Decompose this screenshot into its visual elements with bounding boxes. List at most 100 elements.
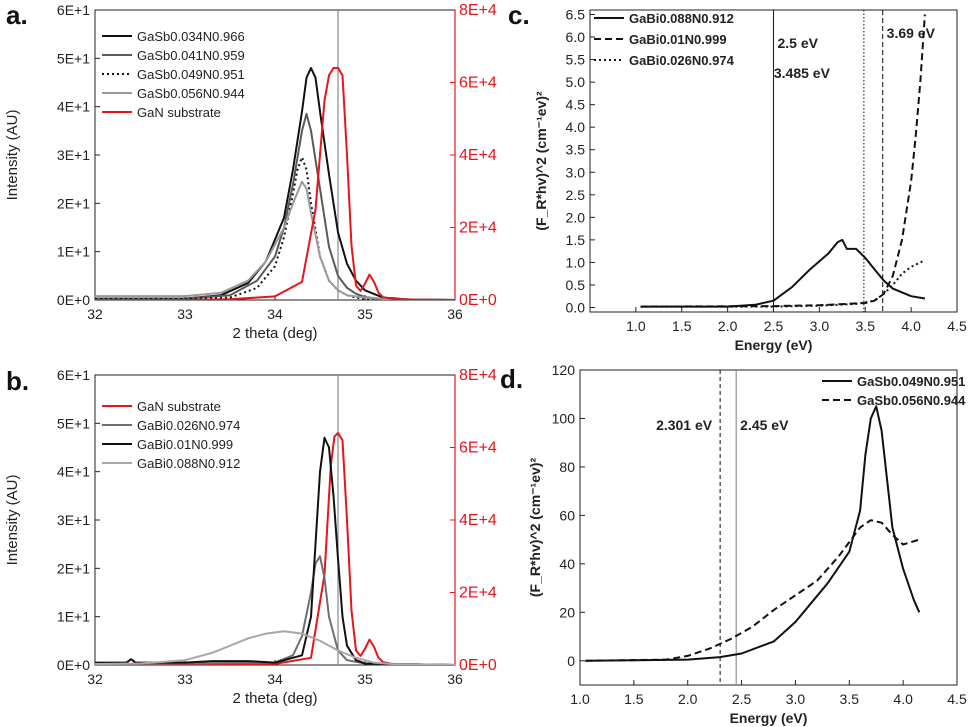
legend-entry: GaN substrate (137, 399, 221, 414)
annotation-label: 2.45 eV (740, 417, 789, 433)
y-tick-label: 1E+1 (57, 609, 90, 625)
x-tick-label: 3.0 (810, 318, 830, 334)
y-tick-label: 0.0 (566, 299, 586, 315)
y-tick-label: 2E+1 (57, 560, 90, 576)
y-tick-label: 4E+1 (57, 464, 90, 480)
y-tick-label: 0E+0 (57, 657, 90, 673)
x-tick-label: 3.5 (840, 691, 860, 707)
y2-tick-label: 6E+4 (459, 75, 497, 92)
x-tick-label: 2.0 (678, 691, 698, 707)
x-tick-label: 33 (177, 671, 193, 687)
x-tick-label: 4.0 (901, 318, 921, 334)
x-tick-label: 1.5 (624, 691, 644, 707)
panel-c: c. 1.0 1.5 2.0 2.5 3.0 3.5 4.0 4.5 0.0 0.5 1.0 1.5 2.… (508, 0, 967, 353)
legend: GaBi0.088N0.912 GaBi0.01N0.999 GaBi0.026N0… (594, 11, 735, 68)
y-tick-label: 120 (552, 362, 576, 378)
series-line-GaBi0.01N0.999 (95, 436, 455, 665)
x-tick-label: 4.0 (893, 691, 913, 707)
series-line-GaN substrate (95, 67, 455, 300)
series-line-GaSb0.056N0.944 (95, 180, 455, 300)
y-tick-label: 3E+1 (57, 512, 90, 528)
panel-letter: c. (508, 0, 530, 30)
legend-entry: GaBi0.088N0.912 (629, 11, 734, 26)
x-axis-label: Energy (eV) (735, 337, 813, 353)
y2-tick-label: 0E+0 (459, 657, 497, 674)
series-line-GaBi0.088N0.912 (95, 630, 455, 665)
legend-entry: GaSb0.034N0.966 (137, 29, 245, 44)
legend-entry: GaSb0.049N0.951 (857, 374, 965, 389)
x-tick-label: 3.5 (856, 318, 876, 334)
y2-tick-label: 8E+4 (459, 2, 497, 19)
y2-tick-label: 4E+4 (459, 147, 497, 164)
legend-entry: GaBi0.088N0.912 (137, 456, 240, 471)
x-axis-label: 2 theta (deg) (232, 690, 317, 707)
panel-d: d. 1.0 1.5 2.0 2.5 3.0 3.5 4.0 4.5 0 20 40 60 80 100 12… (500, 362, 967, 726)
y-tick-label: 1.5 (566, 232, 586, 248)
series-line-GaBi0.088N0.912 (640, 238, 926, 308)
y2-tick-label: 0E+0 (459, 292, 497, 309)
x-tick-label: 4.5 (947, 691, 967, 707)
y-axis-label: Intensity (AU) (4, 475, 21, 566)
y-tick-label: 6E+1 (57, 367, 90, 383)
panel-b: b.32 33 34 35 360E+01E+12E+13E+14E+15E+16E+1… (4, 366, 497, 707)
y-tick-label: 2.5 (566, 187, 586, 203)
legend-entry: GaSb0.056N0.944 (857, 393, 966, 408)
x-tick-label: 35 (357, 671, 373, 687)
x-tick-label: 36 (447, 671, 463, 687)
y-tick-label: 5E+1 (57, 50, 90, 66)
y-tick-label: 3.0 (566, 164, 586, 180)
series-line-GaBi0.026N0.974 (95, 555, 455, 665)
y2-tick-label: 4E+4 (459, 512, 497, 529)
series-line-GaSb0.034N0.966 (95, 67, 455, 300)
y-tick-label: 4.0 (566, 119, 586, 135)
y2-tick-label: 8E+4 (459, 367, 497, 384)
legend-entry: GaSb0.056N0.944 (137, 86, 245, 101)
x-tick-label: 2.0 (718, 318, 738, 334)
x-tick-label: 2.5 (764, 318, 784, 334)
legend: GaSb0.049N0.951 GaSb0.056N0.944 (822, 374, 966, 408)
x-tick-label: 4.5 (947, 318, 967, 334)
y2-tick-label: 2E+4 (459, 220, 497, 237)
annotation-label: 2.5 eV (778, 35, 819, 51)
panel-letter: b. (6, 366, 29, 396)
y-tick-label: 4.5 (566, 97, 586, 113)
x-tick-label: 3.0 (786, 691, 806, 707)
series-line-GaSb0.056N0.944 (585, 519, 920, 662)
y-tick-label: 100 (552, 410, 576, 426)
x-tick-label: 33 (177, 306, 193, 322)
x-tick-label: 35 (357, 306, 373, 322)
y-tick-label: 5E+1 (57, 415, 90, 431)
legend-entry: GaBi0.01N0.999 (137, 437, 233, 452)
series-line-GaN substrate (95, 432, 455, 665)
y-tick-label: 2.0 (566, 209, 586, 225)
y2-tick-label: 6E+4 (459, 440, 497, 457)
y-axis-label: Intensity (AU) (4, 110, 21, 201)
legend-entry: GaSb0.041N0.959 (137, 48, 245, 63)
x-tick-label: 34 (267, 671, 283, 687)
y-tick-label: 60 (559, 507, 575, 523)
y-tick-label: 3.5 (566, 142, 586, 158)
panel-letter: a. (6, 0, 28, 30)
legend: GaN substrate GaBi0.026N0.974 GaBi0.01N0.9… (102, 399, 240, 471)
y-tick-label: 0E+0 (57, 292, 90, 308)
x-tick-label: 1.5 (672, 318, 692, 334)
legend-entry: GaBi0.026N0.974 (137, 418, 240, 433)
y-tick-label: 80 (559, 459, 575, 475)
y-tick-label: 0.5 (566, 277, 586, 293)
y-tick-label: 6.5 (566, 7, 586, 23)
y-tick-label: 1E+1 (57, 244, 90, 260)
y-axis-label: (F_R*hv)^2 (cm⁻¹ev)² (533, 91, 549, 231)
panel-a: a.32 33 34 35 360E+01E+12E+13E+14E+15E+16E+1… (4, 0, 497, 342)
y-tick-label: 3E+1 (57, 147, 90, 163)
x-tick-label: 34 (267, 306, 283, 322)
x-tick-label: 32 (87, 671, 103, 687)
y-tick-label: 40 (559, 556, 575, 572)
plot-frame (579, 369, 958, 686)
y-tick-label: 2E+1 (57, 195, 90, 211)
y-tick-label: 20 (559, 604, 575, 620)
y-tick-label: 6.0 (566, 29, 586, 45)
y-tick-label: 6E+1 (57, 2, 90, 18)
x-axis-label: 2 theta (deg) (232, 325, 317, 342)
y2-tick-label: 2E+4 (459, 585, 497, 602)
